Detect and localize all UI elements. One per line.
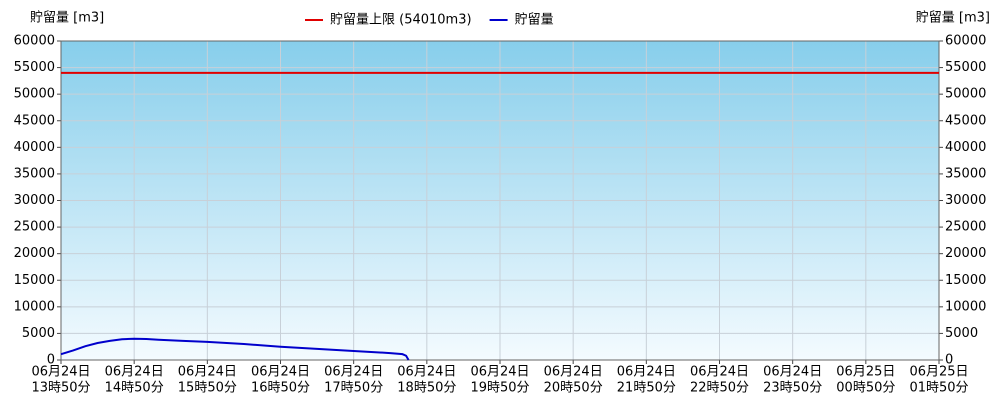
y2-tick-label: 50000 [945,87,986,102]
x-tick-label: 16時50分 [251,381,310,396]
y-tick-label: 35000 [14,166,55,181]
x-tick-label: 18時50分 [397,381,456,396]
y-axis-label: 貯留量 [m3] [30,11,104,26]
x-tick-label: 06月24日 [324,365,383,380]
y2-tick-label: 25000 [945,220,986,235]
y2-tick-label: 45000 [945,113,986,128]
x-tick-label: 13時50分 [31,381,90,396]
y-tick-label: 5000 [22,326,55,341]
x-tick-label: 06月24日 [31,365,90,380]
y2-axis-label: 貯留量 [m3] [916,11,990,26]
y-tick-label: 60000 [14,34,55,49]
x-tick-label: 01時50分 [909,381,968,396]
legend-label: 貯留量 [515,13,554,28]
x-tick-label: 23時50分 [763,381,822,396]
x-tick-label: 00時50分 [836,381,895,396]
y-tick-label: 50000 [14,87,55,102]
x-tick-label: 06月24日 [397,365,456,380]
y-tick-label: 30000 [14,193,55,208]
plot-frame [60,40,940,361]
y2-tick-label: 60000 [945,34,986,49]
y-tick-label: 10000 [14,299,55,314]
x-tick-label: 06月24日 [544,365,603,380]
x-tick-label: 06月24日 [470,365,529,380]
y2-tick-label: 5000 [945,326,978,341]
x-tick-label: 19時50分 [470,381,529,396]
x-tick-label: 06月24日 [251,365,310,380]
y-tick-label: 15000 [14,273,55,288]
y2-tick-label: 20000 [945,246,986,261]
x-tick-label: 06月25日 [836,365,895,380]
x-tick-label: 06月24日 [690,365,749,380]
x-tick-label: 06月24日 [617,365,676,380]
y-tick-label: 25000 [14,220,55,235]
y-tick-label: 45000 [14,113,55,128]
y2-tick-label: 55000 [945,60,986,75]
x-tick-label: 14時50分 [105,381,164,396]
y-tick-label: 55000 [14,60,55,75]
x-tick-label: 22時50分 [690,381,749,396]
x-tick-label: 06月25日 [909,365,968,380]
y2-tick-label: 40000 [945,140,986,155]
y-tick-label: 0 [47,353,55,368]
x-tick-label: 06月24日 [178,365,237,380]
x-tick-label: 06月24日 [105,365,164,380]
y2-tick-label: 35000 [945,166,986,181]
y2-tick-label: 15000 [945,273,986,288]
y2-tick-label: 30000 [945,193,986,208]
y2-tick-label: 0 [945,353,953,368]
x-tick-label: 21時50分 [617,381,676,396]
y-tick-label: 20000 [14,246,55,261]
series-line [60,337,410,361]
x-tick-label: 20時50分 [544,381,603,396]
legend-label: 貯留量上限 (54010m3) [330,13,472,28]
x-tick-label: 06月24日 [763,365,822,380]
y-tick-label: 40000 [14,140,55,155]
x-tick-label: 15時50分 [178,381,237,396]
x-tick-label: 17時50分 [324,381,383,396]
y2-tick-label: 10000 [945,299,986,314]
